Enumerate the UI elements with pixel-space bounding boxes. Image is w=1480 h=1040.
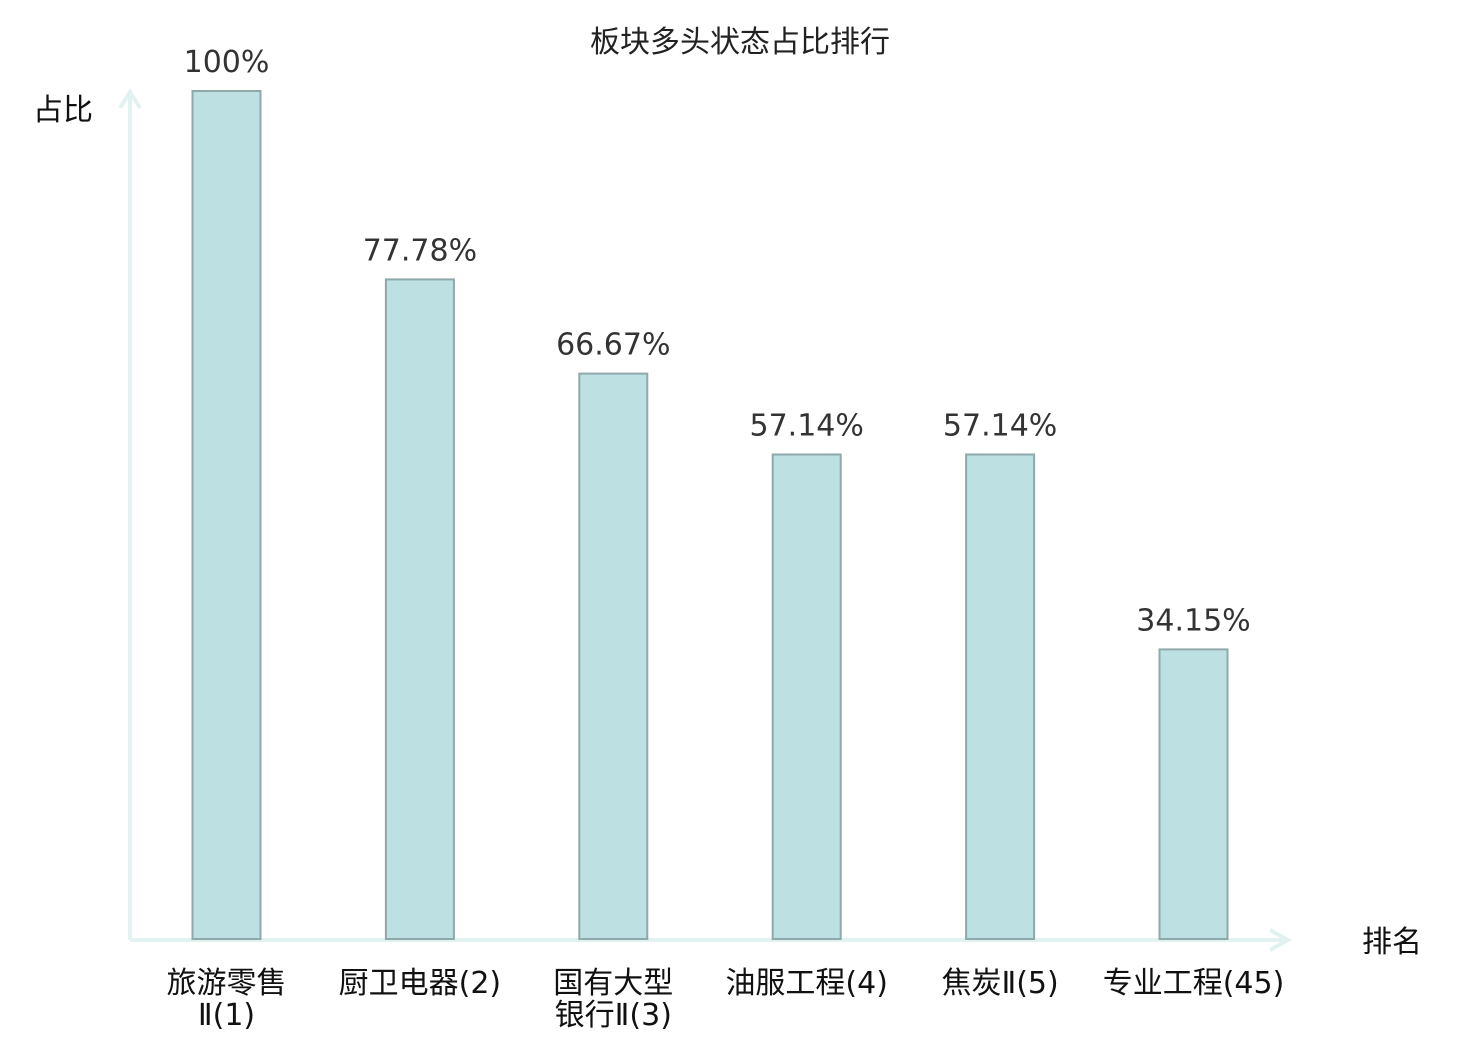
value-label: 100% [184, 45, 270, 80]
value-label: 57.14% [750, 409, 864, 444]
category-label: 油服工程(4) [725, 966, 888, 1001]
bar [965, 453, 1036, 940]
value-label: 34.15% [1136, 603, 1250, 638]
y-axis [118, 88, 142, 940]
category-label: 厨卫电器(2) [339, 966, 502, 1001]
bar [1158, 648, 1229, 941]
x-axis [130, 928, 1293, 952]
y-axis-title: 占比 [33, 93, 93, 128]
value-label: 66.67% [556, 328, 670, 363]
bar [191, 90, 262, 940]
bar [578, 372, 649, 941]
value-label: 77.78% [363, 233, 477, 268]
bar [384, 278, 455, 940]
category-label: 国有大型银行Ⅱ(3) [553, 966, 673, 1033]
value-labels-group: 100% 77.78% 66.67% 57.14% 57.14% 34.15% [184, 45, 1251, 638]
x-axis-title: 排名 [1362, 925, 1422, 960]
y-axis-arrow-icon [118, 88, 142, 110]
category-labels-group: 旅游零售 Ⅱ(1) 厨卫电器(2) 国有大型银行Ⅱ(3) 油服工程(4) 焦炭Ⅱ(5) 专业… [167, 966, 1285, 1033]
x-axis-arrow-icon [1269, 928, 1293, 952]
chart-title: 板块多头状态占比排行 [590, 25, 890, 60]
value-label: 57.14% [943, 409, 1057, 444]
bar [771, 453, 842, 940]
category-label: 专业工程(45) [1103, 966, 1285, 1001]
bars-group [191, 90, 1229, 941]
category-label: 焦炭Ⅱ(5) [941, 966, 1058, 1001]
category-label: 旅游零售 Ⅱ(1) [167, 966, 287, 1033]
